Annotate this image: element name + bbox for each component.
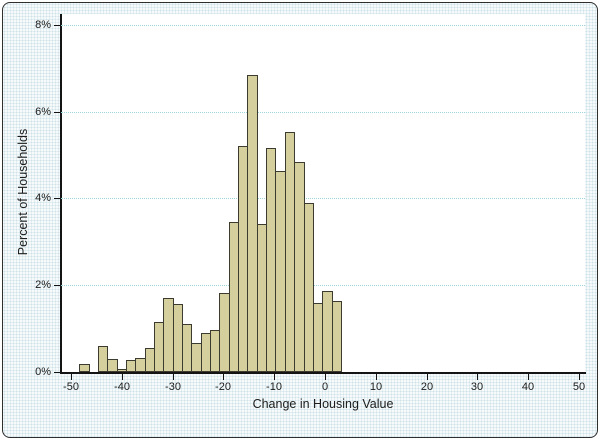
x-tick-label: 20 [420, 381, 434, 393]
y-tick-label: 2% [35, 279, 51, 291]
y-tick-label: 0% [35, 366, 51, 378]
y-gridline [61, 25, 585, 26]
y-gridline [61, 198, 585, 199]
x-tick-label: 30 [470, 381, 484, 393]
y-tick-label: 4% [35, 192, 51, 204]
y-tick-label: 6% [35, 106, 51, 118]
x-tick-label: -50 [63, 381, 79, 393]
x-axis-line [59, 371, 586, 374]
histogram-bar [79, 364, 90, 372]
y-gridline [61, 112, 585, 113]
x-tick [578, 373, 580, 380]
x-tick [273, 373, 275, 380]
y-tick [53, 284, 60, 286]
x-tick [324, 373, 326, 380]
y-axis-line [59, 14, 62, 374]
x-tick [527, 373, 529, 380]
y-gridline [61, 285, 585, 286]
x-tick [222, 373, 224, 380]
x-tick-label: -30 [165, 381, 181, 393]
y-tick [53, 111, 60, 113]
histogram-bar [247, 75, 258, 372]
x-tick [70, 373, 72, 380]
x-tick-label: -40 [114, 381, 130, 393]
histogram-bar [304, 203, 314, 372]
x-tick [121, 373, 123, 380]
x-tick [426, 373, 428, 380]
x-tick-label: -20 [215, 381, 231, 393]
x-tick-label: 10 [369, 381, 383, 393]
y-tick [53, 371, 60, 373]
y-tick [53, 197, 60, 199]
histogram-bar [332, 301, 342, 372]
x-tick [375, 373, 377, 380]
x-tick [172, 373, 174, 380]
x-tick-label: -10 [266, 381, 282, 393]
y-tick [53, 24, 60, 26]
x-tick [476, 373, 478, 380]
x-tick-label: 40 [521, 381, 535, 393]
x-tick-label: 0 [321, 381, 329, 393]
y-tick-label: 8% [35, 19, 51, 31]
x-axis-title: Change in Housing Value [252, 397, 394, 411]
histogram-bar [107, 359, 118, 372]
x-tick-label: 50 [572, 381, 586, 393]
